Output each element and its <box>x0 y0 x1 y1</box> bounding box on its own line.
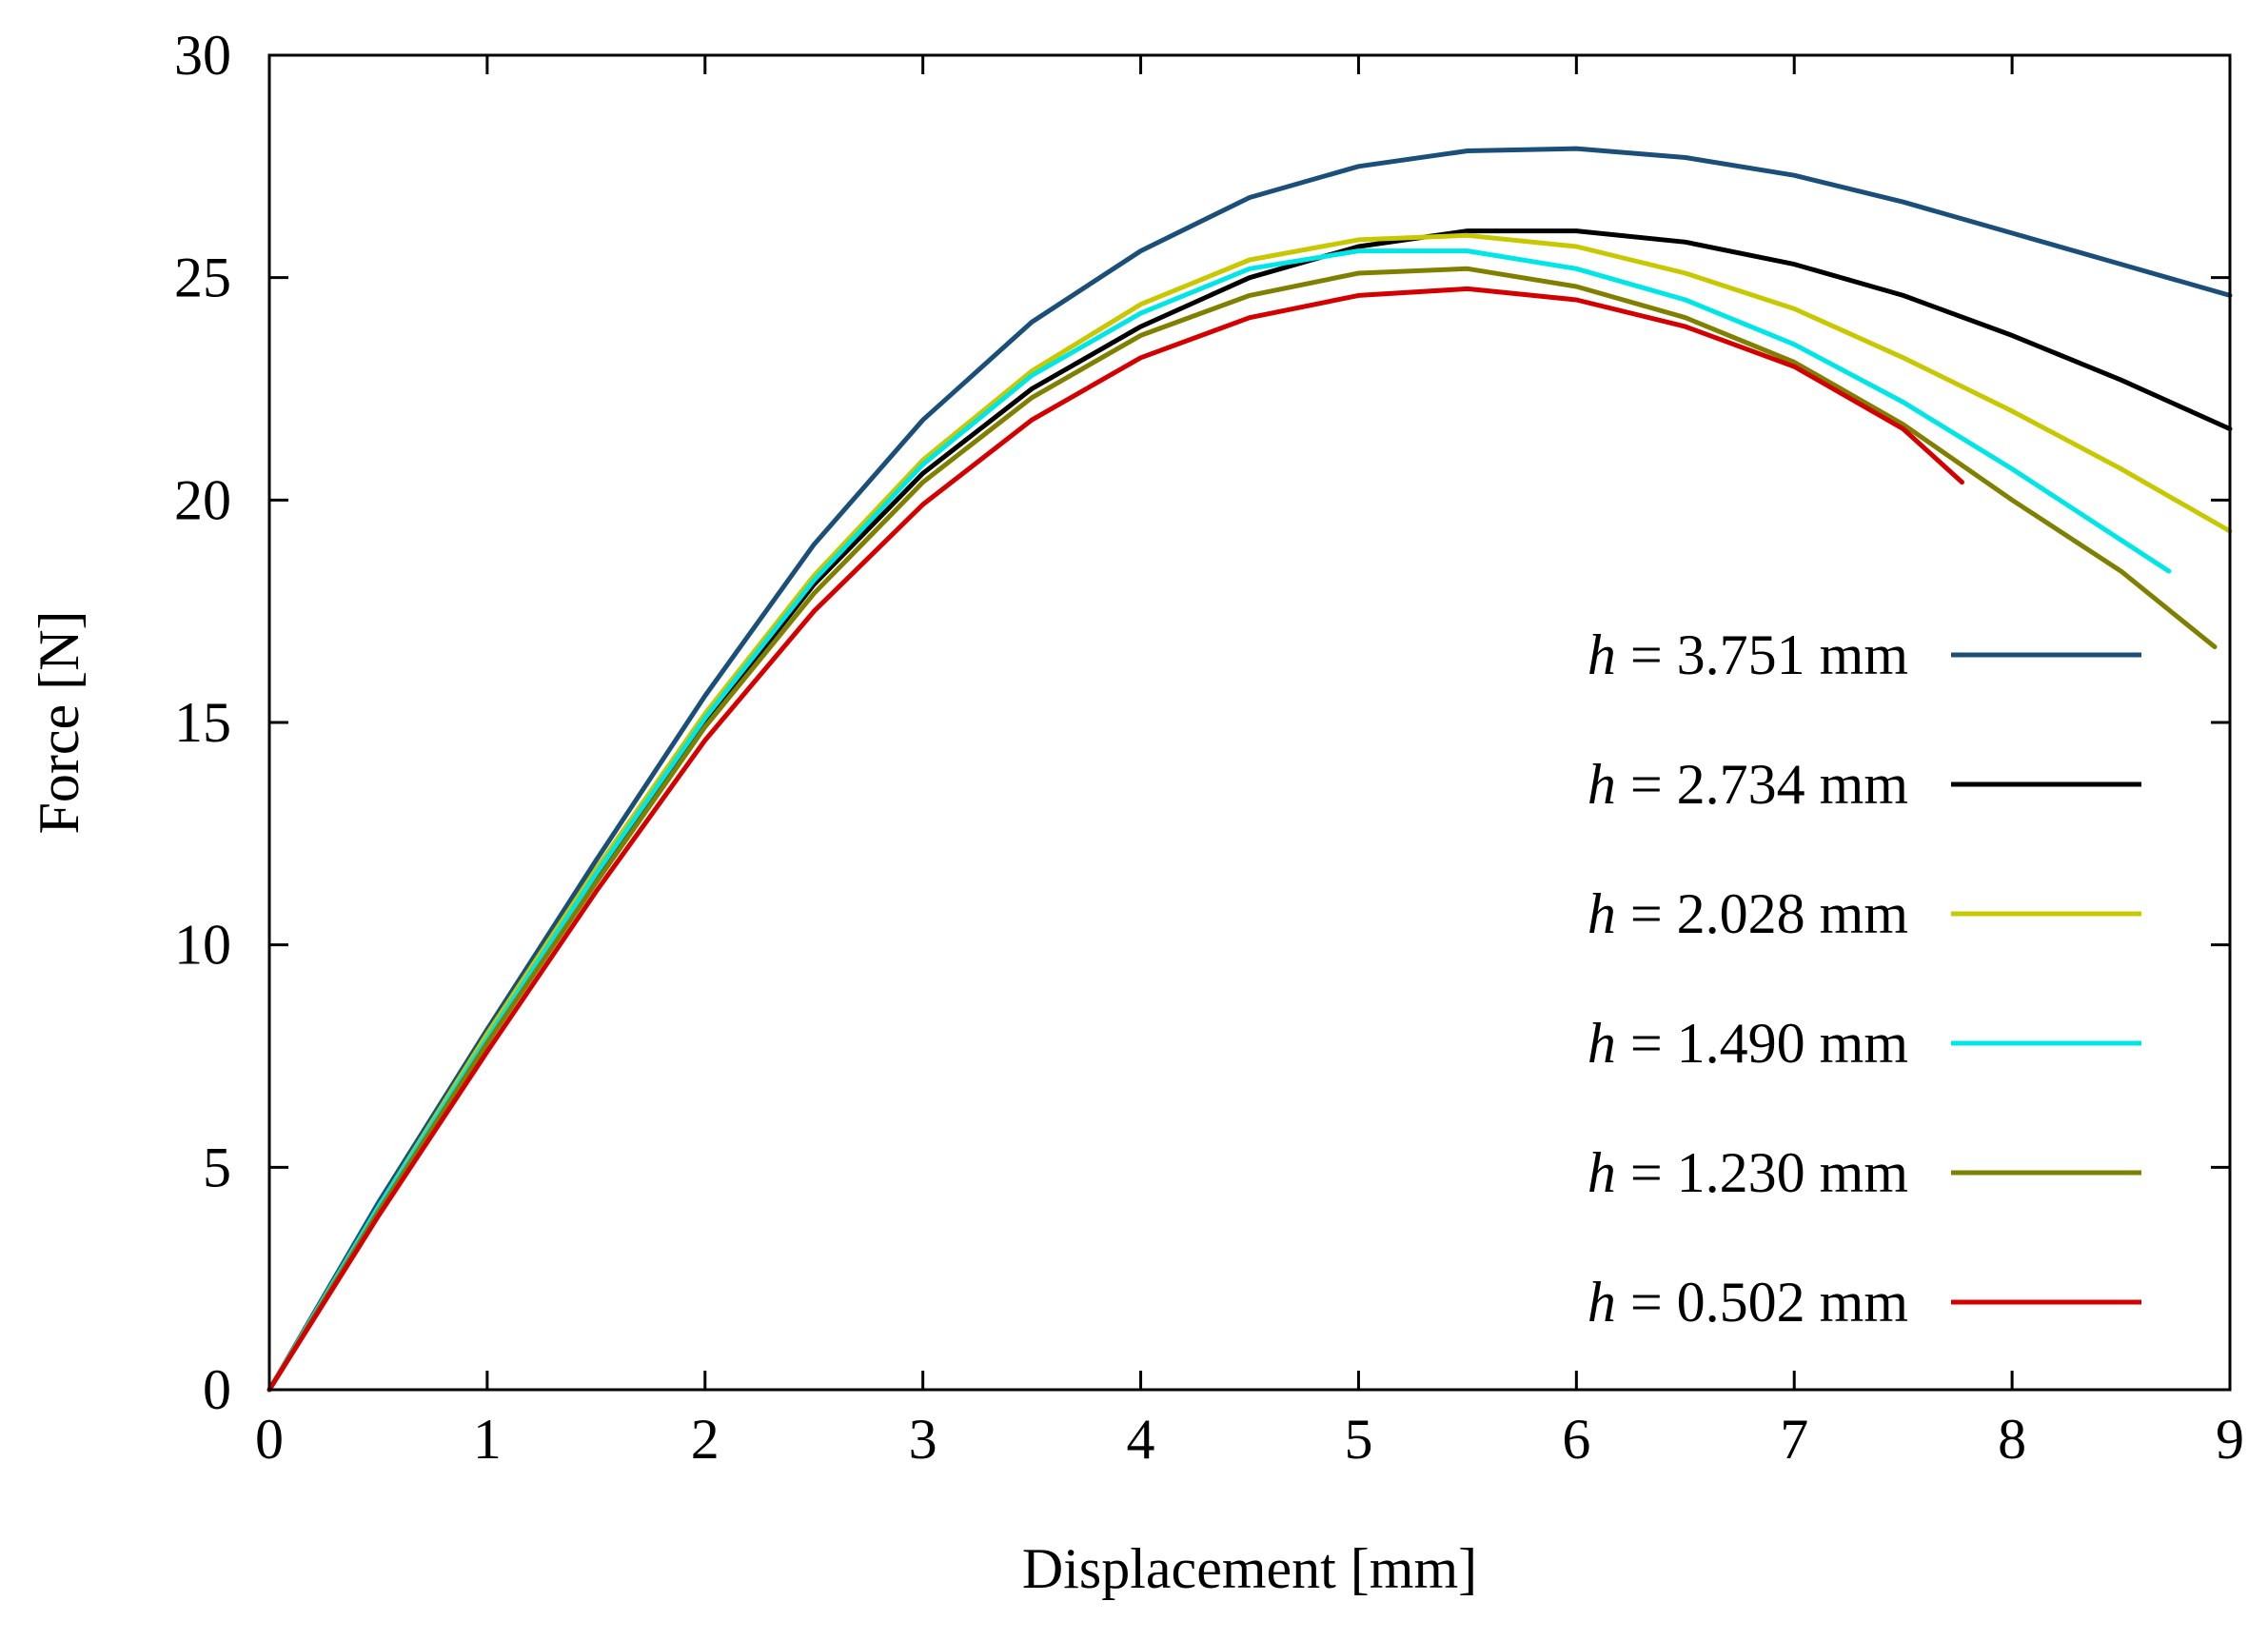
x-axis-title: Displacement [mm] <box>1022 1537 1477 1600</box>
y-tick-label-3: 15 <box>174 691 231 754</box>
series-line-2 <box>266 232 2233 1393</box>
legend-eq-2: = <box>1616 882 1677 945</box>
series-line-5 <box>266 286 1964 1393</box>
legend-var-3: h <box>1588 1012 1616 1075</box>
y-tick-label-2: 10 <box>174 914 231 977</box>
legend-label-1: h = 2.734 mm <box>1588 753 1908 816</box>
x-tick-label-8: 8 <box>1998 1408 2026 1471</box>
x-tick-label-1: 1 <box>473 1408 502 1471</box>
legend-var-5: h <box>1588 1271 1616 1334</box>
legend-value-2: 2.028 mm <box>1677 882 1908 945</box>
x-tick-label-9: 9 <box>2216 1408 2244 1471</box>
series-line-3 <box>266 248 2172 1393</box>
x-tick-label-7: 7 <box>1780 1408 1808 1471</box>
legend-label-3: h = 1.490 mm <box>1588 1012 1908 1075</box>
x-tick-label-3: 3 <box>909 1408 937 1471</box>
series-line-0 <box>266 146 2233 1393</box>
legend-label-5: h = 0.502 mm <box>1588 1271 1908 1334</box>
legend: h = 3.751 mmh = 2.734 mmh = 2.028 mmh = … <box>1588 623 2141 1334</box>
legend-var-2: h <box>1588 882 1616 945</box>
series-group <box>266 146 2233 1393</box>
series-line-4 <box>266 266 2218 1393</box>
y-tick-label-0: 0 <box>203 1358 231 1421</box>
y-tick-label-5: 25 <box>174 247 231 309</box>
x-tick-label-4: 4 <box>1127 1408 1155 1471</box>
legend-var-1: h <box>1588 753 1616 816</box>
legend-value-4: 1.230 mm <box>1677 1141 1908 1204</box>
legend-eq-0: = <box>1616 623 1677 686</box>
y-tick-label-4: 20 <box>174 468 231 531</box>
legend-eq-1: = <box>1616 753 1677 816</box>
legend-label-0: h = 3.751 mm <box>1588 623 1908 686</box>
legend-label-4: h = 1.230 mm <box>1588 1141 1908 1204</box>
x-tick-label-6: 6 <box>1562 1408 1590 1471</box>
legend-eq-4: = <box>1616 1141 1677 1204</box>
x-tick-label-2: 2 <box>691 1408 720 1471</box>
y-tick-label-6: 30 <box>174 24 231 87</box>
legend-value-0: 3.751 mm <box>1677 623 1908 686</box>
series-line-1 <box>266 228 2233 1393</box>
x-tick-label-0: 0 <box>255 1408 284 1471</box>
y-axis-title: Force [N] <box>28 611 90 835</box>
y-tick-label-1: 5 <box>203 1136 231 1198</box>
x-tick-label-5: 5 <box>1344 1408 1372 1471</box>
plot-frame <box>267 53 2232 1392</box>
legend-value-1: 2.734 mm <box>1677 753 1908 816</box>
legend-eq-5: = <box>1616 1271 1677 1334</box>
legend-value-3: 1.490 mm <box>1677 1012 1908 1075</box>
ticks-group: 0 1 2 3 4 5 6 7 8 9 0 5 10 15 20 25 30 <box>174 24 2244 1471</box>
frame-group <box>267 53 2232 1392</box>
legend-var-0: h <box>1588 623 1616 686</box>
legend-eq-3: = <box>1616 1012 1677 1075</box>
legend-label-2: h = 2.028 mm <box>1588 882 1908 945</box>
legend-value-5: 0.502 mm <box>1677 1271 1908 1334</box>
legend-var-4: h <box>1588 1141 1616 1204</box>
